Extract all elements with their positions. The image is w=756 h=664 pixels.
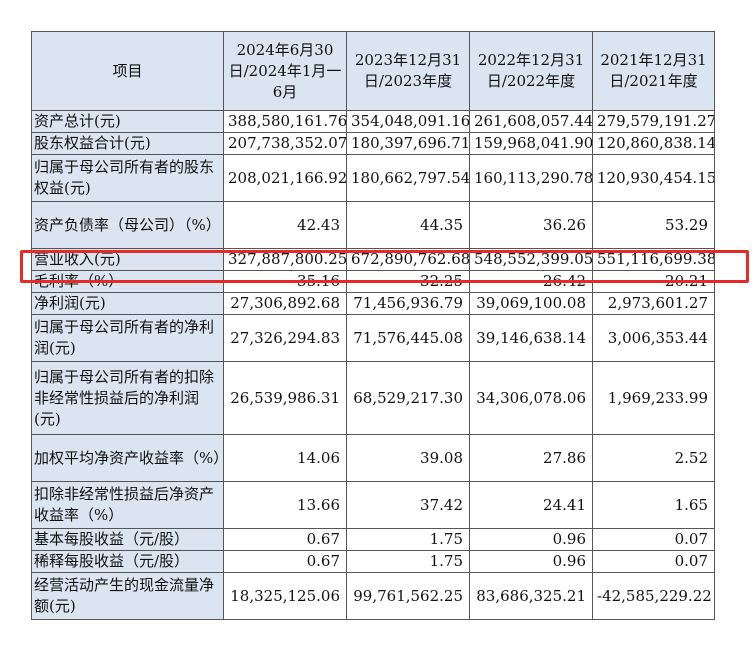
table-row-basic-eps: 基本每股收益（元/股） 0.67 1.75 0.96 0.07 (31, 528, 715, 551)
cell-value: 68,529,217.30 (346, 361, 470, 435)
cell-value: 0.67 (223, 528, 347, 551)
cell-value: 39,069,100.08 (469, 292, 593, 315)
cell-value: 120,860,838.14 (592, 132, 715, 155)
cell-value: 261,608,057.44 (469, 110, 593, 133)
cell-value: 548,552,399.05 (469, 248, 593, 271)
table-row-debt-ratio: 资产负债率（母公司）（%） 42.43 44.35 36.26 53.29 (31, 201, 715, 249)
table-row-adjusted-roe: 扣除非经常性损益后净资产收益率（%） 13.66 37.42 24.41 1.6… (31, 481, 715, 529)
cell-value: 27,326,294.83 (223, 314, 347, 362)
cell-value: 1,969,233.99 (592, 361, 715, 435)
cell-value: 34,306,078.06 (469, 361, 593, 435)
cell-value: 0.96 (469, 550, 593, 573)
financial-summary-table: 项目 2024年6月30日/2024年1月一6月 2023年12月31日/202… (31, 31, 715, 620)
cell-value: 672,890,762.68 (346, 248, 470, 271)
cell-value: -42,585,229.22 (592, 572, 715, 620)
cell-value: 327,887,800.25 (223, 248, 347, 271)
cell-value: 42.43 (223, 201, 347, 249)
table-row-adjusted-net-profit: 归属于母公司所有者的扣除非经常性损益后的净利润(元) 26,539,986.31… (31, 361, 715, 435)
row-label: 加权平均净资产收益率（%） (31, 434, 224, 482)
row-label: 营业收入(元) (31, 248, 224, 271)
cell-value: 20.21 (592, 270, 715, 293)
financial-summary-table-wrap: 项目 2024年6月30日/2024年1月一6月 2023年12月31日/202… (31, 31, 715, 620)
row-label: 经营活动产生的现金流量净额(元) (31, 572, 224, 620)
cell-value: 36.26 (469, 201, 593, 249)
table-row-operating-cash-flow: 经营活动产生的现金流量净额(元) 18,325,125.06 99,761,56… (31, 572, 715, 620)
table-row-weighted-roe: 加权平均净资产收益率（%） 14.06 39.08 27.86 2.52 (31, 434, 715, 482)
cell-value: 1.75 (346, 528, 470, 551)
cell-value: 32.25 (346, 270, 470, 293)
cell-value: 26,539,986.31 (223, 361, 347, 435)
cell-value: 37.42 (346, 481, 470, 529)
table-row-net-profit: 净利润(元) 27,306,892.68 71,456,936.79 39,06… (31, 292, 715, 315)
row-label: 归属于母公司所有者的净利润(元) (31, 314, 224, 362)
table-row-gross-margin: 毛利率（%） 35.16 32.25 26.42 20.21 (31, 270, 715, 293)
cell-value: 18,325,125.06 (223, 572, 347, 620)
header-period-2023: 2023年12月31日/2023年度 (346, 31, 470, 111)
table-row-total-assets: 资产总计(元) 388,580,161.76 354,048,091.16 26… (31, 110, 715, 133)
cell-value: 1.75 (346, 550, 470, 573)
row-label: 稀释每股收益（元/股） (31, 550, 224, 573)
cell-value: 180,662,797.54 (346, 154, 470, 202)
cell-value: 180,397,696.71 (346, 132, 470, 155)
row-label: 归属于母公司所有者的扣除非经常性损益后的净利润(元) (31, 361, 224, 435)
cell-value: 388,580,161.76 (223, 110, 347, 133)
cell-value: 71,456,936.79 (346, 292, 470, 315)
cell-value: 354,048,091.16 (346, 110, 470, 133)
row-label: 股东权益合计(元) (31, 132, 224, 155)
table-row-revenue: 营业收入(元) 327,887,800.25 672,890,762.68 54… (31, 248, 715, 271)
cell-value: 2,973,601.27 (592, 292, 715, 315)
cell-value: 35.16 (223, 270, 347, 293)
table-row-parent-equity: 归属于母公司所有者的股东权益(元) 208,021,166.92 180,662… (31, 154, 715, 202)
cell-value: 26.42 (469, 270, 593, 293)
cell-value: 99,761,562.25 (346, 572, 470, 620)
cell-value: 24.41 (469, 481, 593, 529)
cell-value: 3,006,353.44 (592, 314, 715, 362)
cell-value: 13.66 (223, 481, 347, 529)
cell-value: 2.52 (592, 434, 715, 482)
table-row-diluted-eps: 稀释每股收益（元/股） 0.67 1.75 0.96 0.07 (31, 550, 715, 573)
row-label: 资产负债率（母公司）（%） (31, 201, 224, 249)
row-label: 归属于母公司所有者的股东权益(元) (31, 154, 224, 202)
row-label: 基本每股收益（元/股） (31, 528, 224, 551)
header-period-2022: 2022年12月31日/2022年度 (469, 31, 593, 111)
header-period-2021: 2021年12月31日/2021年度 (592, 31, 715, 111)
cell-value: 27.86 (469, 434, 593, 482)
cell-value: 208,021,166.92 (223, 154, 347, 202)
cell-value: 39,146,638.14 (469, 314, 593, 362)
cell-value: 279,579,191.27 (592, 110, 715, 133)
cell-value: 0.96 (469, 528, 593, 551)
cell-value: 39.08 (346, 434, 470, 482)
row-label: 资产总计(元) (31, 110, 224, 133)
cell-value: 120,930,454.15 (592, 154, 715, 202)
cell-value: 0.07 (592, 528, 715, 551)
cell-value: 27,306,892.68 (223, 292, 347, 315)
row-label: 扣除非经常性损益后净资产收益率（%） (31, 481, 224, 529)
header-row: 项目 2024年6月30日/2024年1月一6月 2023年12月31日/202… (31, 31, 715, 111)
cell-value: 0.67 (223, 550, 347, 573)
row-label: 毛利率（%） (31, 270, 224, 293)
cell-value: 14.06 (223, 434, 347, 482)
cell-value: 1.65 (592, 481, 715, 529)
cell-value: 159,968,041.90 (469, 132, 593, 155)
cell-value: 160,113,290.78 (469, 154, 593, 202)
cell-value: 53.29 (592, 201, 715, 249)
cell-value: 207,738,352.07 (223, 132, 347, 155)
header-period-2024h1: 2024年6月30日/2024年1月一6月 (223, 31, 347, 111)
cell-value: 44.35 (346, 201, 470, 249)
cell-value: 0.07 (592, 550, 715, 573)
cell-value: 551,116,699.38 (592, 248, 715, 271)
cell-value: 71,576,445.08 (346, 314, 470, 362)
table-row-parent-net-profit: 归属于母公司所有者的净利润(元) 27,326,294.83 71,576,44… (31, 314, 715, 362)
table-row-total-equity: 股东权益合计(元) 207,738,352.07 180,397,696.71 … (31, 132, 715, 155)
cell-value: 83,686,325.21 (469, 572, 593, 620)
header-item: 项目 (31, 31, 224, 111)
row-label: 净利润(元) (31, 292, 224, 315)
